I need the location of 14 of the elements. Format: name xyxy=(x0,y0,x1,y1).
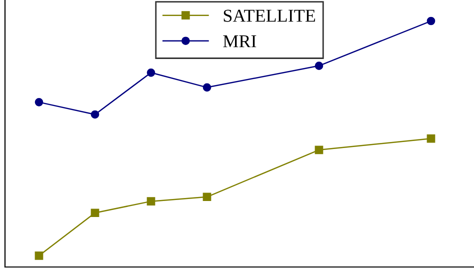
point xyxy=(34,252,44,260)
point xyxy=(202,192,212,202)
point xyxy=(314,62,324,70)
point xyxy=(314,146,324,154)
point xyxy=(426,134,436,143)
legend-label: SATELLITE xyxy=(224,10,316,22)
point xyxy=(90,110,100,119)
point xyxy=(146,197,156,206)
point xyxy=(90,208,100,218)
point xyxy=(34,98,44,106)
legend-label: MRI xyxy=(223,35,256,48)
point xyxy=(426,16,436,26)
point xyxy=(202,83,212,92)
point xyxy=(146,68,156,77)
